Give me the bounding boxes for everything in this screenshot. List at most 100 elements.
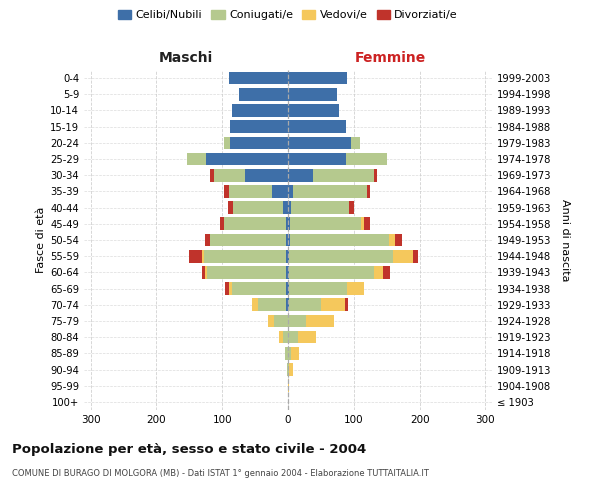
Bar <box>259 298 286 311</box>
Bar <box>232 104 288 117</box>
Bar <box>288 282 289 295</box>
Bar <box>232 282 286 295</box>
Bar <box>298 331 316 344</box>
Bar <box>361 218 364 230</box>
Bar <box>364 218 370 230</box>
Bar <box>224 136 230 149</box>
Bar <box>313 169 374 181</box>
Bar <box>229 282 232 295</box>
Bar <box>214 169 245 181</box>
Bar <box>274 314 288 328</box>
Bar <box>283 202 288 214</box>
Bar <box>187 152 206 166</box>
Legend: Celibi/Nubili, Coniugati/e, Vedovi/e, Divorziati/e: Celibi/Nubili, Coniugati/e, Vedovi/e, Di… <box>113 6 463 25</box>
Bar <box>347 282 364 295</box>
Bar <box>395 234 402 246</box>
Bar <box>205 234 211 246</box>
Bar <box>374 169 377 181</box>
Bar <box>290 234 389 246</box>
Bar <box>206 152 288 166</box>
Text: COMUNE DI BURAGO DI MOLGORA (MB) - Dati ISTAT 1° gennaio 2004 - Elaborazione TUT: COMUNE DI BURAGO DI MOLGORA (MB) - Dati … <box>12 468 429 477</box>
Bar <box>286 218 288 230</box>
Bar <box>272 185 288 198</box>
Bar <box>288 72 347 85</box>
Bar <box>288 298 289 311</box>
Bar <box>286 266 288 278</box>
Bar <box>211 234 286 246</box>
Bar <box>288 266 289 278</box>
Text: Popolazione per età, sesso e stato civile - 2004: Popolazione per età, sesso e stato civil… <box>12 442 366 456</box>
Bar <box>202 250 204 262</box>
Bar <box>289 266 374 278</box>
Bar <box>286 234 288 246</box>
Bar <box>307 314 334 328</box>
Bar <box>288 218 290 230</box>
Bar <box>229 185 272 198</box>
Text: Femmine: Femmine <box>355 51 425 65</box>
Bar <box>289 298 321 311</box>
Bar <box>367 185 370 198</box>
Bar <box>226 282 229 295</box>
Bar <box>280 331 283 344</box>
Bar <box>286 282 288 295</box>
Bar <box>229 72 288 85</box>
Bar <box>230 136 288 149</box>
Bar <box>288 331 298 344</box>
Bar <box>239 88 288 101</box>
Bar <box>288 347 291 360</box>
Y-axis label: Anni di nascita: Anni di nascita <box>560 198 569 281</box>
Bar <box>202 266 205 278</box>
Bar <box>204 250 286 262</box>
Bar <box>288 380 289 392</box>
Bar <box>220 218 224 230</box>
Bar <box>321 298 344 311</box>
Bar <box>286 250 288 262</box>
Bar <box>293 185 367 198</box>
Bar <box>344 298 348 311</box>
Bar <box>252 298 259 311</box>
Bar <box>207 266 286 278</box>
Bar <box>224 218 286 230</box>
Bar <box>374 266 383 278</box>
Bar <box>350 136 361 149</box>
Bar <box>283 331 288 344</box>
Bar <box>230 120 288 133</box>
Bar <box>205 266 207 278</box>
Bar <box>224 185 229 198</box>
Bar <box>288 234 290 246</box>
Bar <box>289 250 393 262</box>
Bar <box>349 202 355 214</box>
Bar <box>389 234 395 246</box>
Bar <box>288 136 350 149</box>
Text: Maschi: Maschi <box>159 51 213 65</box>
Bar <box>290 218 361 230</box>
Bar <box>286 298 288 311</box>
Bar <box>413 250 418 262</box>
Bar <box>346 152 387 166</box>
Bar <box>245 169 288 181</box>
Bar <box>211 169 214 181</box>
Bar <box>288 88 337 101</box>
Y-axis label: Fasce di età: Fasce di età <box>36 207 46 273</box>
Bar <box>285 347 288 360</box>
Bar <box>288 250 289 262</box>
Bar <box>289 363 293 376</box>
Bar <box>288 363 289 376</box>
Bar <box>228 202 233 214</box>
Bar <box>288 104 340 117</box>
Bar <box>233 202 283 214</box>
Bar <box>291 202 349 214</box>
Bar <box>288 314 307 328</box>
Bar <box>291 347 299 360</box>
Bar <box>288 169 313 181</box>
Bar <box>393 250 413 262</box>
Bar <box>288 202 291 214</box>
Bar <box>268 314 274 328</box>
Bar <box>289 282 347 295</box>
Bar <box>288 152 346 166</box>
Bar <box>383 266 390 278</box>
Bar <box>288 185 293 198</box>
Bar <box>288 120 346 133</box>
Bar <box>287 363 288 376</box>
Bar <box>188 250 202 262</box>
